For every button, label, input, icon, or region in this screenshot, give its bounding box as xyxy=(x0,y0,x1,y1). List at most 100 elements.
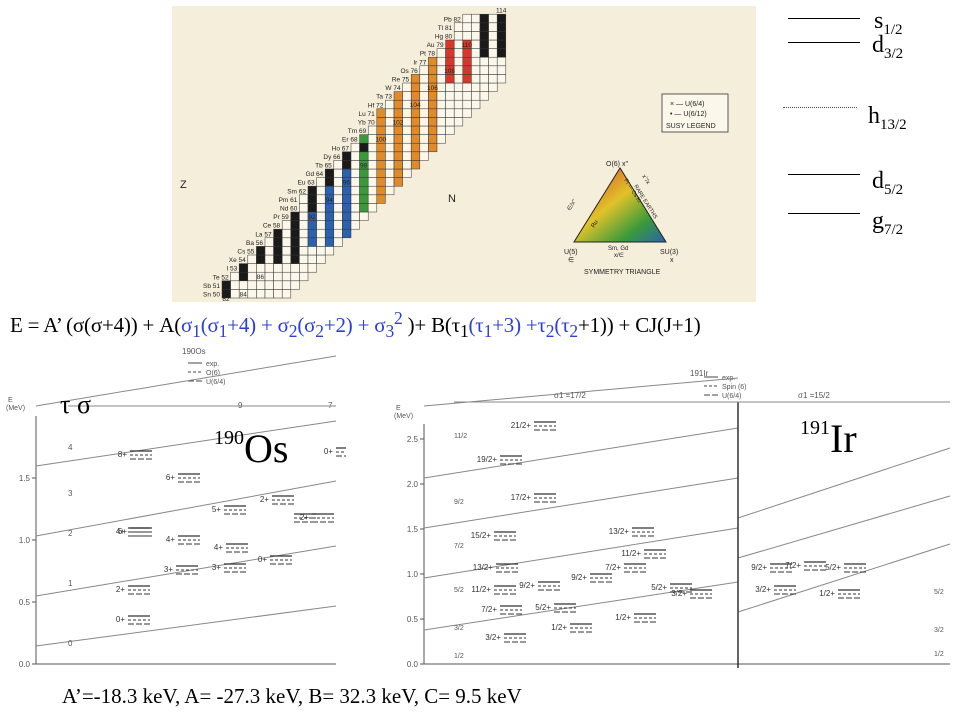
grid-cell xyxy=(367,168,378,178)
grid-cell xyxy=(488,82,498,92)
ir191-label: 191Ir xyxy=(800,416,857,461)
grid-cell xyxy=(367,185,378,196)
grid-cell xyxy=(342,220,352,230)
level-label: 3/2+ xyxy=(755,585,771,594)
grid-cell xyxy=(436,117,446,127)
grid-cell xyxy=(350,142,360,153)
grid-cell xyxy=(385,185,395,196)
grid-cell xyxy=(359,168,369,178)
grid-cell xyxy=(445,39,455,49)
grid-cell xyxy=(428,56,438,67)
grid-cell xyxy=(264,271,274,282)
legend-entry: U(6/4) xyxy=(722,393,741,400)
y-tick-label: 1.0 xyxy=(19,536,31,545)
grid-cell xyxy=(230,289,240,299)
axis-n-label: N xyxy=(448,193,456,205)
grid-cell xyxy=(376,160,386,170)
tau-value: 5/2 xyxy=(934,589,944,596)
grid-cell xyxy=(316,220,326,230)
grid-cell xyxy=(281,254,292,264)
grid-cell xyxy=(281,228,292,239)
grid-cell xyxy=(307,185,317,196)
level-label: 1/2+ xyxy=(551,623,567,632)
grid-cell xyxy=(471,39,481,49)
grid-cell xyxy=(376,108,386,118)
neutron-number: 104 xyxy=(410,102,421,109)
level-label: 5+ xyxy=(212,505,221,514)
neutron-number: 102 xyxy=(393,119,404,126)
grid-cell xyxy=(333,194,343,204)
grid-cell xyxy=(299,246,309,256)
grid-cell xyxy=(333,237,343,247)
tau-value: 11/2 xyxy=(454,433,467,440)
element-label: Tl 81 xyxy=(438,25,453,32)
grid-cell xyxy=(393,125,403,135)
grid-cell xyxy=(453,91,464,101)
grid-cell xyxy=(359,177,369,187)
grid-cell xyxy=(342,160,352,170)
grid-cell xyxy=(393,91,403,101)
grid-cell xyxy=(496,65,507,75)
grid-cell xyxy=(307,203,317,213)
grid-cell xyxy=(462,74,472,84)
triangle-left-edge-label: ∈/x'' xyxy=(566,198,578,212)
band-diagonal xyxy=(35,480,337,537)
element-label: Hf 72 xyxy=(368,102,384,109)
band-diagonal xyxy=(423,427,739,479)
neutron-number: 84 xyxy=(240,291,248,298)
grid-cell xyxy=(290,280,300,290)
grid-cell xyxy=(273,237,283,247)
grid-cell xyxy=(402,91,412,101)
grid-cell xyxy=(376,151,386,161)
grid-cell xyxy=(393,142,403,153)
grid-cell xyxy=(479,74,489,84)
susy-legend-title: SUSY LEGEND xyxy=(666,123,716,130)
level-label: 6+ xyxy=(166,473,175,482)
tau-value: 2 xyxy=(68,529,73,538)
neutron-number: 110 xyxy=(462,42,473,49)
tau-value: 5/2 xyxy=(454,587,464,594)
grid-cell xyxy=(290,228,300,239)
element-label: Tb 65 xyxy=(315,163,332,170)
neutron-number: 106 xyxy=(427,85,438,92)
neutron-number: 96 xyxy=(343,180,351,187)
grid-cell xyxy=(462,13,472,24)
os190-spectrum-svg: 0.00.51.01.5E(MeV)exp.O(6)U(6/4)8+6+4+2+… xyxy=(6,347,358,669)
level-label: 5/2+ xyxy=(651,583,667,592)
grid-cell xyxy=(445,56,455,67)
grid-cell xyxy=(281,263,292,273)
grid-cell xyxy=(428,91,438,101)
element-label: Tm 69 xyxy=(348,128,367,135)
grid-cell xyxy=(316,246,326,256)
y-tick-label: 1.5 xyxy=(19,474,31,483)
grid-cell xyxy=(462,91,472,101)
grid-cell xyxy=(342,211,352,221)
grid-cell xyxy=(307,237,317,247)
grid-cell xyxy=(488,56,498,67)
y-tick-label: 2.5 xyxy=(407,435,419,444)
os190-label: 190Os xyxy=(214,426,289,471)
level-label: 6+ xyxy=(118,527,127,536)
grid-cell xyxy=(359,151,369,161)
neutron-number: 88 xyxy=(274,257,282,264)
grid-cell xyxy=(367,160,378,170)
grid-cell xyxy=(479,65,489,75)
susy-legend-item: • — U(6/12) xyxy=(670,111,707,118)
grid-cell xyxy=(488,22,498,32)
grid-cell xyxy=(342,194,352,204)
level-label: 19/2+ xyxy=(477,455,498,464)
element-label: Er 68 xyxy=(342,137,358,144)
level-label: 1/2+ xyxy=(819,589,835,598)
grid-cell xyxy=(307,263,317,273)
y-tick-label: 0.0 xyxy=(19,660,31,669)
ir-header: 191Ir xyxy=(690,369,709,378)
y-tick-label: 1.5 xyxy=(407,525,419,534)
grid-cell xyxy=(402,160,412,170)
grid-cell xyxy=(453,56,464,67)
element-label: Ta 73 xyxy=(376,94,392,101)
grid-cell xyxy=(342,185,352,196)
grid-cell xyxy=(367,177,378,187)
grid-cell xyxy=(479,82,489,92)
y-tick-label: 1.0 xyxy=(407,570,419,579)
triangle-left-label: U(5) xyxy=(564,249,578,256)
